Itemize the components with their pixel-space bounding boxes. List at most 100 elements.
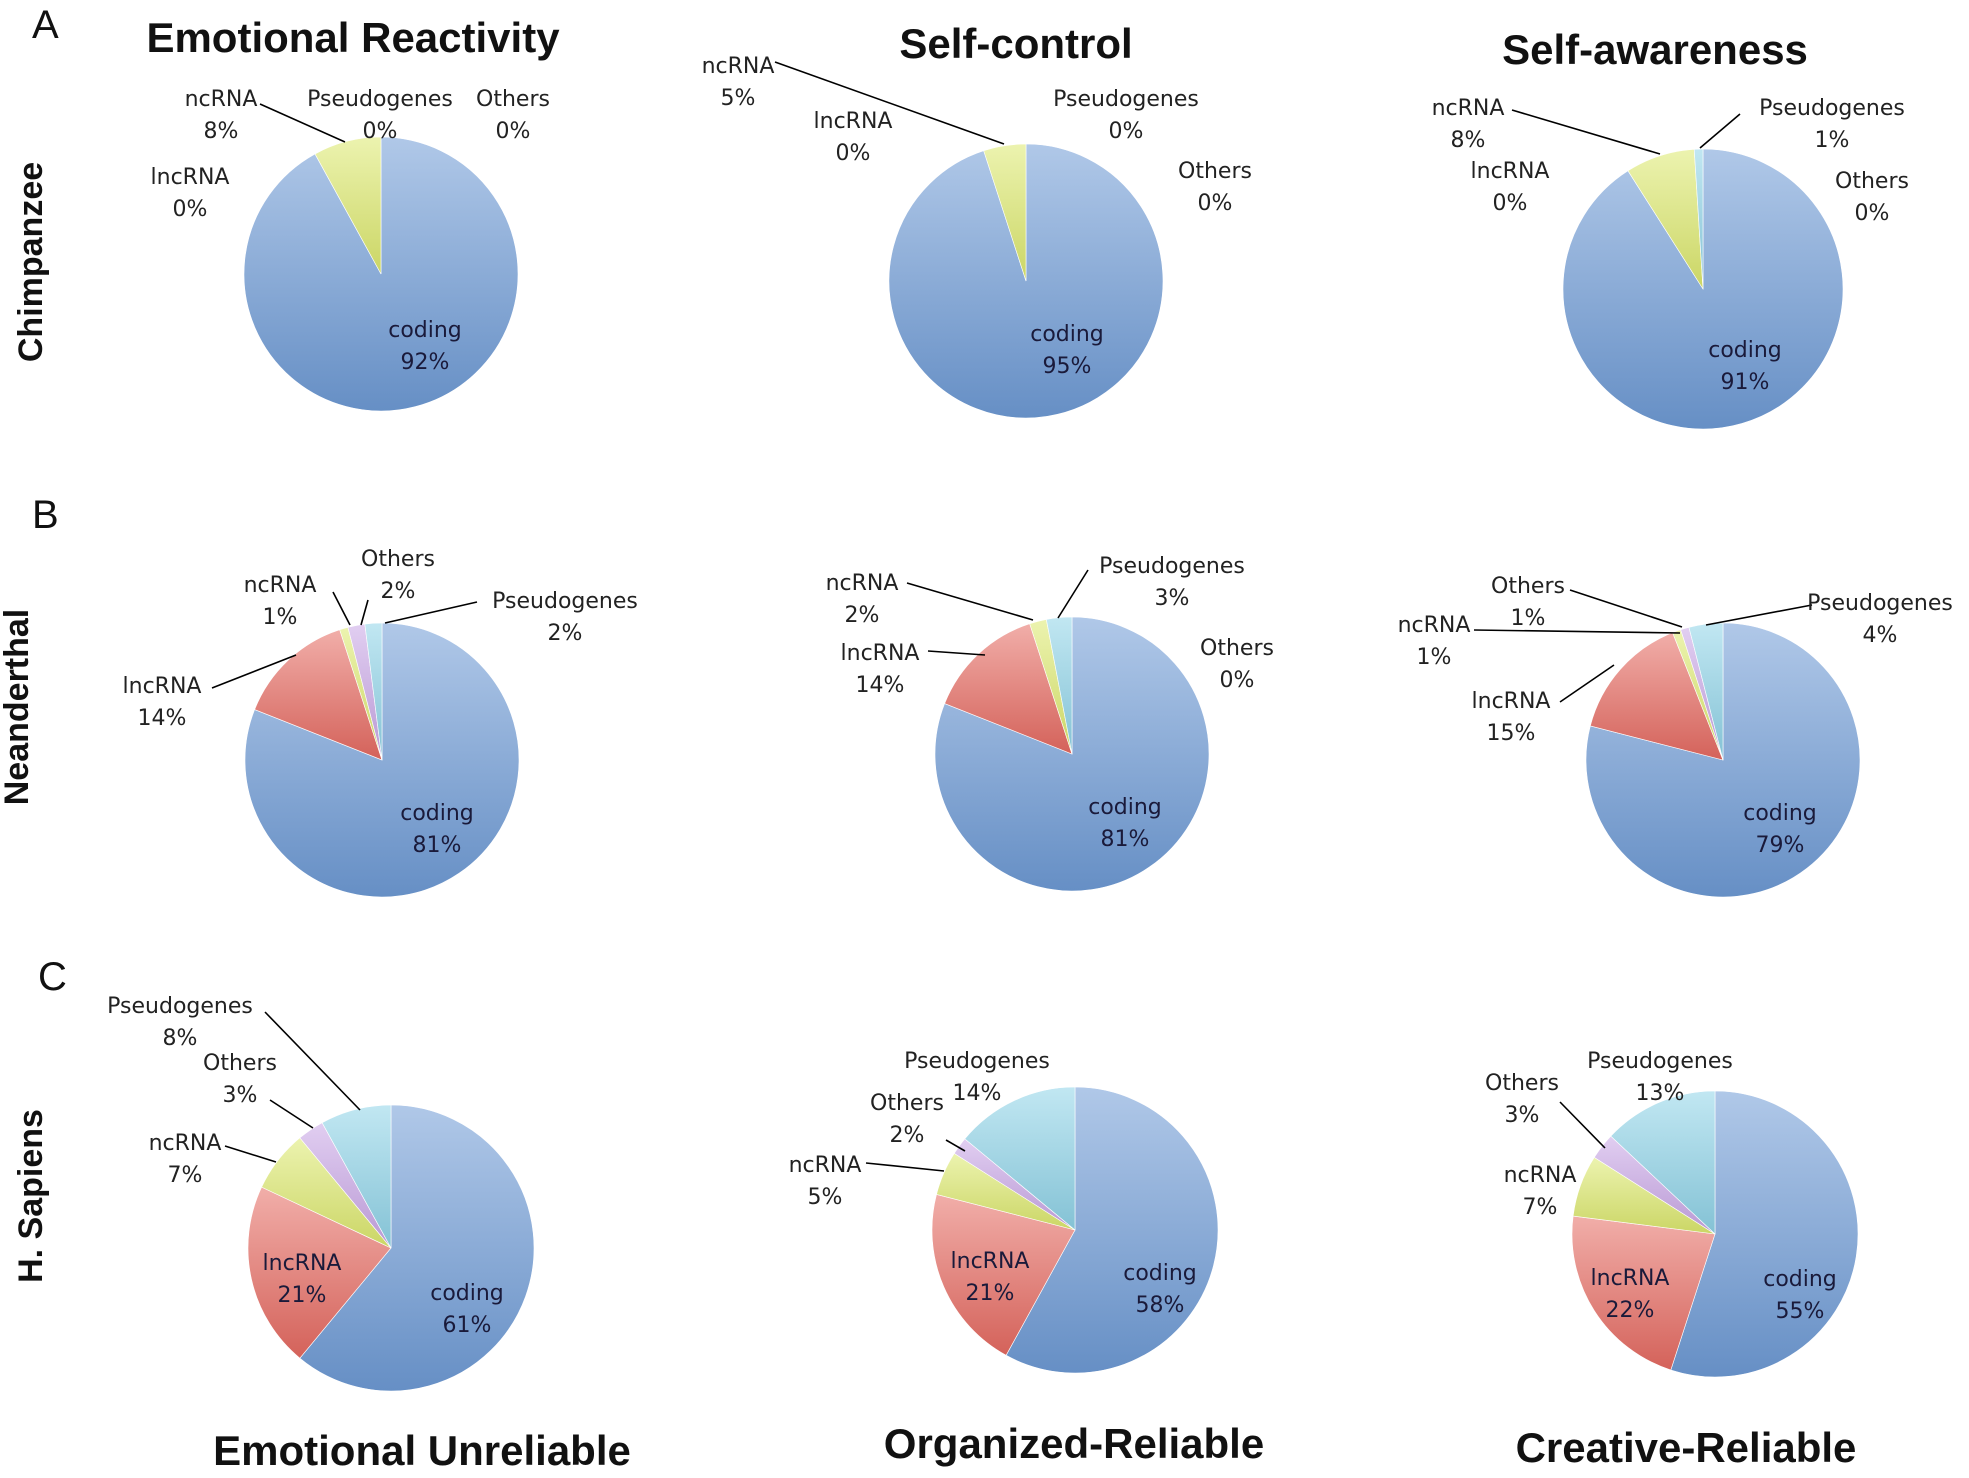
row-label-h-sapiens: H. Sapiens <box>12 1109 50 1283</box>
slice-value-pseudogenes: 3% <box>1155 586 1190 611</box>
slice-label-pseudogenes: Pseudogenes <box>307 87 453 112</box>
slice-label-others: Others <box>1200 636 1274 661</box>
slice-label-coding: coding <box>388 318 462 343</box>
slice-value-coding: 61% <box>443 1313 492 1338</box>
slice-label-pseudogenes: Pseudogenes <box>1053 87 1199 112</box>
slice-value-pseudogenes: 0% <box>1109 119 1144 144</box>
pie-chart-2: coding 95% lncRNA 0% ncRNA 5% Pseudogenes 0% Oth… <box>702 54 1252 419</box>
slice-label-coding: coding <box>1708 338 1782 363</box>
slice-label-lncrna: lncRNA <box>1591 1266 1670 1291</box>
slice-value-coding: 58% <box>1136 1293 1185 1318</box>
slice-label-pseudogenes: Pseudogenes <box>1807 591 1953 616</box>
slice-value-coding: 55% <box>1776 1299 1825 1324</box>
slice-label-pseudogenes: Pseudogenes <box>1099 554 1245 579</box>
pie-chart-5: coding 81% lncRNA 14% ncRNA 2% Others 0% Pseudog… <box>826 554 1274 892</box>
slice-coding <box>299 1104 535 1392</box>
slice-coding <box>1005 1086 1219 1374</box>
slice-pseudogenes <box>1610 1090 1716 1235</box>
slice-value-ncrna: 8% <box>1451 128 1486 153</box>
slice-label-coding: coding <box>1743 801 1817 826</box>
leader-line-others <box>1569 589 1683 628</box>
leader-line-pseudogenes <box>1057 569 1089 619</box>
panel-letter-c: C <box>38 955 67 999</box>
pie-chart-3: coding 91% lncRNA 0% ncRNA 8% Pseudogenes 1% Oth… <box>1432 96 1909 430</box>
slice-coding <box>1670 1090 1859 1378</box>
title-self-control: Self-control <box>899 20 1132 67</box>
slice-value-lncrna: 21% <box>278 1283 327 1308</box>
slice-value-others: 0% <box>1855 201 1890 226</box>
slice-value-lncrna: 0% <box>836 141 871 166</box>
slice-value-lncrna: 21% <box>966 1281 1015 1306</box>
slice-pseudogenes <box>1693 148 1704 290</box>
leader-line-ncrna <box>1473 629 1681 634</box>
leader-line-pseudogenes <box>1705 604 1813 626</box>
slice-value-ncrna: 1% <box>263 605 298 630</box>
slice-value-ncrna: 8% <box>204 119 239 144</box>
pie-chart-4: coding 81% lncRNA 14% ncRNA 1% Others 2% Pseudog… <box>123 547 638 898</box>
pie-chart-6: coding 79% lncRNA 15% ncRNA 1% Others 1% Pseudog… <box>1398 574 1953 898</box>
slice-value-others: 0% <box>1220 668 1255 693</box>
slice-label-ncrna: ncRNA <box>1432 96 1505 121</box>
slice-label-coding: coding <box>430 1281 504 1306</box>
slice-value-coding: 79% <box>1756 833 1805 858</box>
slice-label-lncrna: lncRNA <box>123 674 202 699</box>
slice-label-pseudogenes: Pseudogenes <box>1759 96 1905 121</box>
slice-label-others: Others <box>361 547 435 572</box>
slice-label-others: Others <box>203 1051 277 1076</box>
slice-value-lncrna: 0% <box>1493 191 1528 216</box>
leader-line-ncrna <box>1511 109 1661 155</box>
leader-line-others <box>945 1139 966 1152</box>
slice-value-pseudogenes: 8% <box>163 1026 198 1051</box>
leader-line-pseudogenes <box>1699 113 1741 149</box>
slice-label-pseudogenes: Pseudogenes <box>107 994 253 1019</box>
slice-label-pseudogenes: Pseudogenes <box>1587 1049 1733 1074</box>
slice-value-ncrna: 5% <box>721 86 756 111</box>
slice-lncrna <box>1589 632 1724 761</box>
panel-letter-b: B <box>32 493 59 537</box>
slice-value-pseudogenes: 1% <box>1815 128 1850 153</box>
leader-line-lncrna <box>927 650 986 656</box>
slice-value-lncrna: 14% <box>856 673 905 698</box>
slice-label-ncrna: ncRNA <box>1504 1163 1577 1188</box>
slice-label-ncrna: ncRNA <box>826 571 899 596</box>
slice-label-lncrna: lncRNA <box>1471 159 1550 184</box>
panel-letter-a: A <box>32 3 59 47</box>
slice-value-ncrna: 2% <box>845 603 880 628</box>
slice-label-coding: coding <box>400 801 474 826</box>
leader-line-ncrna <box>332 591 351 626</box>
slice-coding <box>243 136 519 412</box>
slice-label-others: Others <box>1485 1071 1559 1096</box>
leader-line-others <box>1559 1101 1606 1149</box>
slice-label-lncrna: lncRNA <box>951 1249 1030 1274</box>
leader-line-lncrna <box>1559 664 1615 703</box>
slice-value-coding: 81% <box>413 833 462 858</box>
slice-pseudogenes <box>1688 622 1724 761</box>
slice-label-lncrna: lncRNA <box>1472 689 1551 714</box>
slice-label-lncrna: lncRNA <box>151 165 230 190</box>
slice-ncrna <box>983 143 1027 282</box>
slice-ncrna <box>314 136 382 275</box>
slice-value-lncrna: 0% <box>173 197 208 222</box>
slice-pseudogenes <box>321 1104 392 1249</box>
title-emotional-unreliable: Emotional Unreliable <box>213 1427 631 1474</box>
slice-label-coding: coding <box>1088 795 1162 820</box>
pie-chart-9: coding 55% lncRNA 22% ncRNA 7% Others 3% Pseudog… <box>1485 1049 1859 1378</box>
slice-value-lncrna: 22% <box>1606 1298 1655 1323</box>
row-label-chimpanzee: Chimpanzee <box>12 162 50 362</box>
slice-label-lncrna: lncRNA <box>263 1251 342 1276</box>
pie-chart-7: coding 61% lncRNA 21% ncRNA 7% Others 3% Pseudog… <box>107 994 535 1392</box>
slice-value-others: 2% <box>890 1123 925 1148</box>
slice-pseudogenes <box>364 622 383 761</box>
slice-value-others: 2% <box>381 579 416 604</box>
slice-value-coding: 91% <box>1721 370 1770 395</box>
slice-label-coding: coding <box>1123 1261 1197 1286</box>
slice-label-pseudogenes: Pseudogenes <box>904 1049 1050 1074</box>
leader-line-pseudogenes <box>384 601 478 624</box>
leader-line-lncrna <box>211 654 297 689</box>
slice-lncrna <box>1571 1215 1716 1371</box>
title-organized-reliable: Organized-Reliable <box>884 1420 1264 1467</box>
title-self-awareness: Self-awareness <box>1502 26 1808 73</box>
slice-label-coding: coding <box>1763 1267 1837 1292</box>
slice-label-lncrna: lncRNA <box>814 109 893 134</box>
